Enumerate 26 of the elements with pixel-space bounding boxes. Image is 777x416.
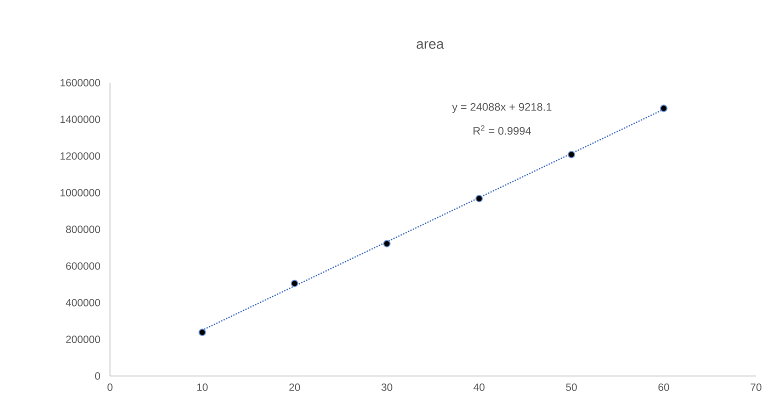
point bbox=[290, 280, 298, 288]
y-tick-label: 1000000 bbox=[60, 188, 100, 196]
x-tick-label: 20 bbox=[289, 384, 300, 391]
y-tick-label: 0 bbox=[95, 372, 100, 380]
y-tick-label: 800000 bbox=[66, 226, 100, 234]
point bbox=[383, 240, 391, 248]
y-tick-label: 400000 bbox=[66, 298, 100, 306]
x-tick-label: 50 bbox=[566, 384, 577, 391]
point bbox=[568, 150, 576, 158]
y-tick-label: 600000 bbox=[66, 262, 100, 270]
y-tick-label: 1600000 bbox=[60, 79, 100, 86]
x-tick-label: 40 bbox=[474, 384, 485, 391]
annotation: R$^{2}$ = 0.9994 bbox=[474, 125, 532, 135]
x-tick-label: 10 bbox=[197, 384, 208, 391]
x-tick-label: 70 bbox=[750, 384, 762, 391]
y-tick-label: 1400000 bbox=[60, 116, 100, 124]
y-tick-label: 1200000 bbox=[60, 152, 100, 160]
point bbox=[198, 328, 206, 336]
point bbox=[475, 194, 483, 202]
annotation: y = 24088x + 9218.1 bbox=[452, 103, 552, 113]
chart-title: area bbox=[416, 41, 444, 49]
y-tick-label: 200000 bbox=[66, 336, 100, 344]
x-tick-label: 0 bbox=[107, 384, 112, 391]
x-tick-label: 60 bbox=[658, 384, 670, 391]
point bbox=[660, 104, 668, 112]
x-tick-label: 30 bbox=[381, 384, 392, 391]
